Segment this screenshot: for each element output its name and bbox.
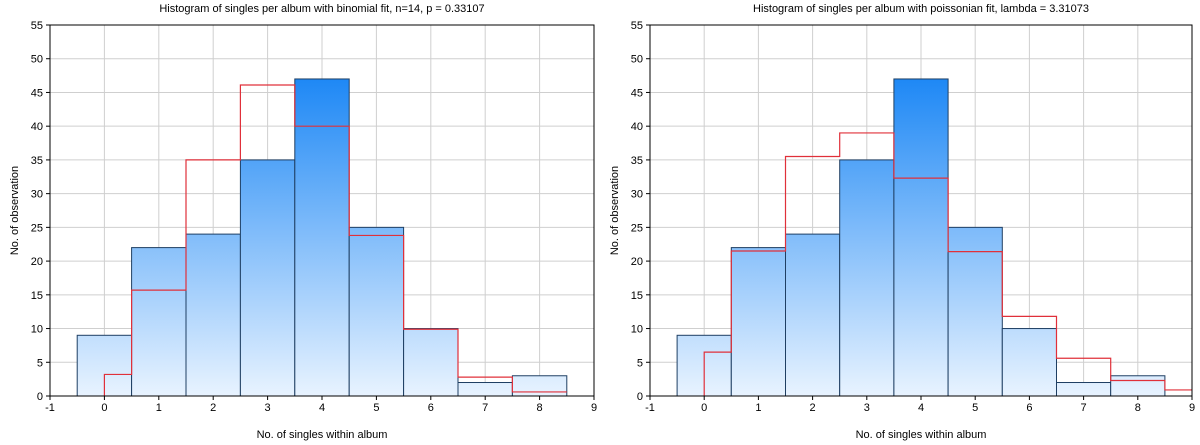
y-tick-label: 0 bbox=[637, 391, 643, 403]
y-tick-label: 40 bbox=[631, 121, 643, 133]
histogram-bar bbox=[185, 233, 241, 397]
y-tick-label: 0 bbox=[37, 391, 43, 403]
y-axis-label: No. of observation bbox=[609, 166, 621, 255]
fit-step-line bbox=[103, 84, 567, 396]
y-tick-label: 50 bbox=[631, 54, 643, 66]
x-tick-label: 8 bbox=[1135, 402, 1141, 414]
histogram-bars bbox=[676, 78, 1166, 397]
fit-step-line bbox=[703, 132, 1192, 396]
y-tick-label: 45 bbox=[31, 87, 43, 99]
histogram-binomial-chart: Histogram of singles per album with bino… bbox=[9, 3, 597, 441]
x-tick-label: 9 bbox=[1189, 402, 1195, 414]
histogram-bar bbox=[1001, 328, 1057, 397]
y-tick-label: 50 bbox=[31, 54, 43, 66]
y-tick-label: 15 bbox=[31, 290, 43, 302]
histogram-bar bbox=[511, 375, 568, 397]
y-tick-label: 10 bbox=[31, 324, 43, 336]
x-tick-label: 0 bbox=[101, 402, 107, 414]
y-tick-label: 35 bbox=[631, 155, 643, 167]
histogram-bar bbox=[893, 78, 949, 397]
x-tick-label: 4 bbox=[319, 402, 325, 414]
y-tick-label: 20 bbox=[31, 256, 43, 268]
y-tick-label: 45 bbox=[631, 87, 643, 99]
x-tick-label: 4 bbox=[918, 402, 924, 414]
y-tick-label: 15 bbox=[631, 290, 643, 302]
y-tick-label: 25 bbox=[31, 222, 43, 234]
histogram-bar bbox=[839, 159, 895, 397]
histogram-bar bbox=[947, 226, 1003, 397]
y-axis-label: No. of observation bbox=[9, 166, 21, 255]
chart-title: Histogram of singles per album with pois… bbox=[753, 3, 1089, 15]
x-tick-label: 7 bbox=[1081, 402, 1087, 414]
x-tick-label: 3 bbox=[265, 402, 271, 414]
x-tick-label: 5 bbox=[373, 402, 379, 414]
y-tick-label: 5 bbox=[37, 357, 43, 369]
chart-panel-binomial: Histogram of singles per album with bino… bbox=[9, 3, 597, 441]
x-tick-label: 1 bbox=[156, 402, 162, 414]
x-tick-label: 3 bbox=[864, 402, 870, 414]
x-tick-label: -1 bbox=[45, 402, 55, 414]
y-tick-label: 25 bbox=[631, 222, 643, 234]
histogram-bar bbox=[1056, 382, 1112, 397]
y-tick-label: 20 bbox=[631, 256, 643, 268]
histogram-bar bbox=[457, 382, 513, 397]
y-tick-label: 35 bbox=[31, 155, 43, 167]
plot-frame bbox=[49, 24, 595, 397]
x-tick-label: 9 bbox=[591, 402, 597, 414]
histogram-bar bbox=[403, 328, 459, 397]
histogram-bar bbox=[730, 247, 787, 397]
histogram-bar bbox=[348, 226, 405, 397]
histogram-bar bbox=[239, 159, 296, 397]
histogram-poisson-chart: Histogram of singles per album with pois… bbox=[609, 3, 1195, 441]
y-tick-label: 30 bbox=[31, 189, 43, 201]
y-tick-label: 55 bbox=[31, 20, 43, 32]
x-tick-label: 1 bbox=[755, 402, 761, 414]
x-tick-label: -1 bbox=[645, 402, 655, 414]
x-tick-label: 5 bbox=[972, 402, 978, 414]
x-tick-label: 2 bbox=[210, 402, 216, 414]
y-tick-label: 40 bbox=[31, 121, 43, 133]
histogram-bar bbox=[131, 247, 187, 397]
x-tick-label: 2 bbox=[810, 402, 816, 414]
histogram-bar bbox=[294, 78, 350, 397]
histogram-bar bbox=[785, 233, 841, 397]
x-axis-label: No. of singles within album bbox=[856, 429, 987, 441]
histogram-bar bbox=[1110, 375, 1166, 397]
y-tick-label: 5 bbox=[637, 357, 643, 369]
x-tick-label: 8 bbox=[537, 402, 543, 414]
x-tick-label: 6 bbox=[1026, 402, 1032, 414]
chart-panel-poisson: Histogram of singles per album with pois… bbox=[600, 0, 1200, 445]
y-tick-label: 55 bbox=[631, 20, 643, 32]
x-tick-label: 6 bbox=[428, 402, 434, 414]
x-axis-label: No. of singles within album bbox=[257, 429, 388, 441]
plot-frame bbox=[649, 24, 1193, 397]
chart-title: Histogram of singles per album with bino… bbox=[159, 3, 484, 15]
x-tick-label: 0 bbox=[701, 402, 707, 414]
y-tick-label: 30 bbox=[631, 189, 643, 201]
y-tick-label: 10 bbox=[631, 324, 643, 336]
x-tick-label: 7 bbox=[482, 402, 488, 414]
